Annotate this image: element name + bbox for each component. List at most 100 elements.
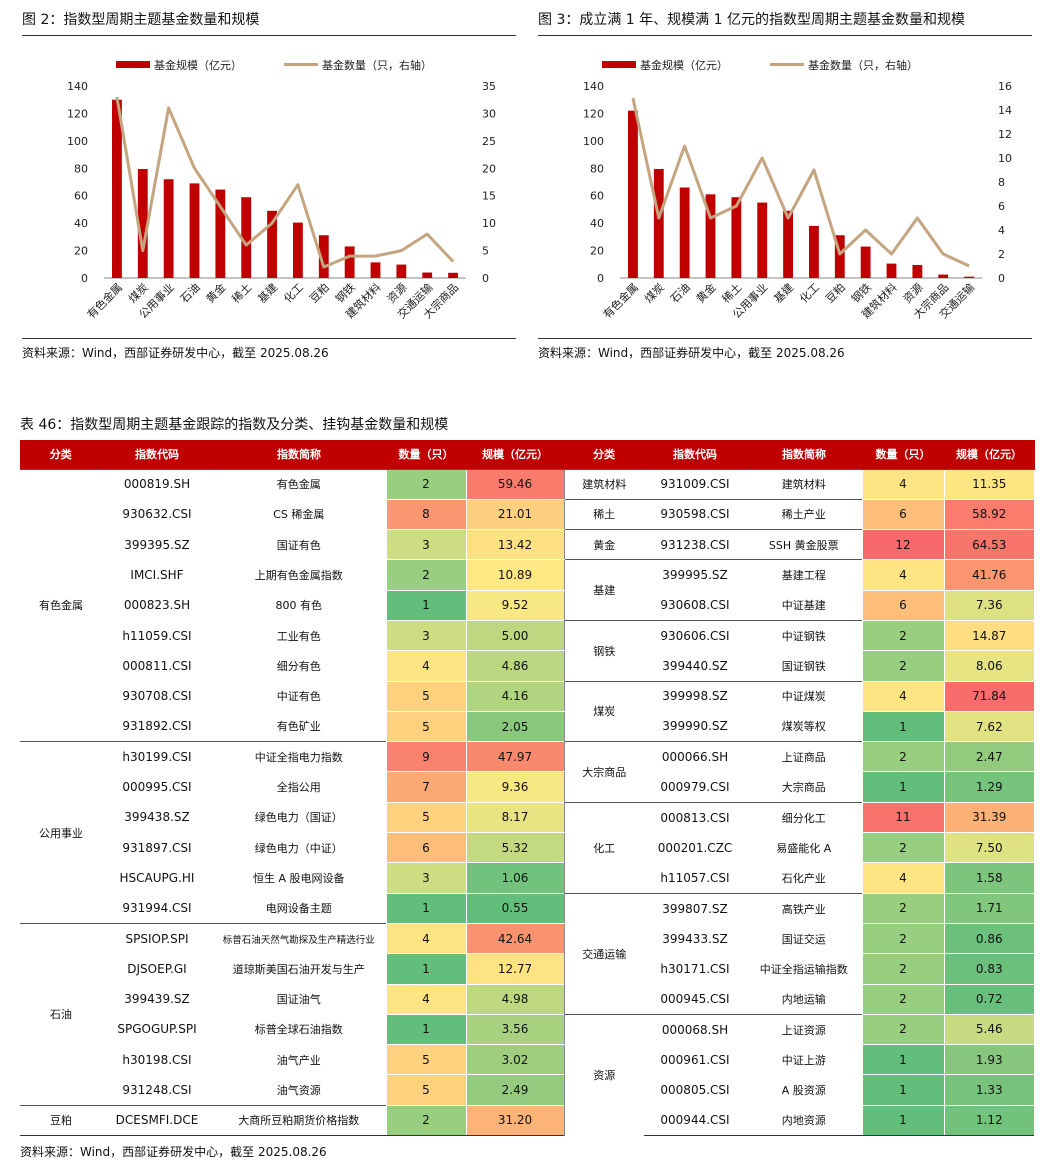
- category-cell: 稀土: [563, 498, 644, 530]
- y-right-tick-label: 15: [482, 190, 496, 203]
- index-name-cell: 高铁产业: [746, 892, 862, 924]
- index-code-cell: 399807.SZ: [644, 892, 746, 924]
- table-row: 豆粕 DCESMFI.DCE 大商所豆粕期货价格指数 2 31.20 000944.CSI…: [20, 1104, 1034, 1137]
- index-code-cell: 000805.CSI: [660, 1083, 730, 1098]
- fund-scale-cell: 5.32: [465, 832, 564, 864]
- bar: [964, 276, 974, 278]
- index-name-cell: 全指公用: [276, 781, 321, 795]
- table-row: 399395.SZ 国证有色 3 13.42 黄金 931238.CSI SSH 黄金股票 1…: [20, 529, 1034, 561]
- index-code-cell: 399439.SZ: [124, 992, 190, 1007]
- fund-count-cell: 1: [861, 1074, 944, 1106]
- fund-count-cell: 2: [861, 741, 944, 773]
- fund-count-cell: 6: [861, 498, 944, 531]
- fund-count-cell: 2: [861, 1013, 944, 1046]
- y-left-tick-label: 100: [583, 135, 604, 148]
- fund-scale-cell: 31.39: [943, 801, 1034, 834]
- bar: [137, 168, 148, 278]
- index-code-cell: 000944.CSI: [644, 1105, 746, 1137]
- index-code-cell: 931994.CSI: [122, 901, 192, 916]
- index-name-cell: 油气资源: [276, 1083, 321, 1097]
- fund-count-cell: 1: [385, 953, 466, 985]
- table-row: 000811.CSI 细分有色 4 4.86 399440.SZ 国证钢铁 2 8.06: [20, 650, 1034, 682]
- table-row: 931994.CSI 电网设备主题 1 0.55 交通运输 399807.SZ 高铁产业 2 1…: [20, 892, 1034, 1015]
- index-code-cell: 399995.SZ: [644, 559, 746, 591]
- fund-count-cell: 5: [385, 1074, 466, 1106]
- category-cell: 建筑材料: [563, 468, 644, 500]
- header-count-left: 数量（只）: [386, 440, 467, 469]
- fund-count-cell: 1: [861, 1044, 944, 1076]
- fund-count-cell: 6: [385, 832, 466, 864]
- index-code-cell: HSCAUPG.HI: [119, 871, 195, 885]
- y-right-tick-label: 30: [482, 107, 496, 120]
- y-left-tick-label: 80: [74, 162, 88, 175]
- bar: [344, 246, 355, 278]
- fund-count-cell: 11: [861, 801, 944, 834]
- x-tick-label: 稀土: [230, 281, 255, 306]
- fund-scale-cell: 3.02: [465, 1044, 564, 1076]
- index-name-cell: 建筑材料: [746, 468, 862, 500]
- index-name-cell: 石化产业: [781, 871, 826, 885]
- fund-scale-cell: 13.42: [465, 529, 564, 561]
- fund-count-cell: 1: [861, 1105, 944, 1137]
- fund-count-cell: 9: [385, 741, 466, 773]
- x-tick-label: 有色金属: [600, 280, 641, 321]
- index-name-cell: 上证商品: [746, 741, 862, 772]
- fund-count-cell: 3: [385, 862, 466, 894]
- bar: [189, 183, 200, 278]
- y-right-tick-label: 35: [482, 80, 496, 93]
- index-name-cell: 道琼斯美国石油开发与生产: [232, 962, 365, 976]
- fund-count-cell: 5: [385, 1044, 466, 1076]
- fund-scale-cell: 10.89: [465, 559, 564, 591]
- index-name-cell: 中证上游: [781, 1053, 826, 1067]
- fund-scale-cell: 0.86: [943, 923, 1034, 955]
- fund-count-cell: 3: [385, 529, 466, 561]
- index-code-cell: 931248.CSI: [122, 1082, 192, 1097]
- x-tick-label: 化工: [281, 280, 306, 305]
- index-code-cell: 930632.CSI: [122, 507, 192, 522]
- fund-count-cell: 4: [385, 922, 466, 955]
- index-code-cell: h11057.CSI: [660, 870, 730, 885]
- y-left-tick-label: 100: [67, 135, 88, 148]
- bar: [628, 110, 638, 278]
- figure-2-chart: 基金规模（亿元） 基金数量（只，右轴） 0 20 40 60 80 100 120 140 0 5 10…: [67, 58, 496, 321]
- table-row: SPGOGUP.SPI 标普全球石油指数 1 3.56 资源 000068.SH 上证资源 2…: [20, 1013, 1034, 1136]
- figure-3-source: 资料来源：Wind，西部证券研发中心，截至 2025.08.26: [538, 338, 1032, 366]
- x-tick-label: 基建: [255, 280, 280, 305]
- index-name-cell: 绿色电力（国证）: [254, 811, 343, 825]
- x-tick-label: 石油: [177, 280, 202, 305]
- fund-scale-cell: 1.58: [943, 862, 1034, 894]
- index-code-cell: DJSOEP.GI: [127, 961, 187, 976]
- fund-scale-cell: 7.36: [943, 590, 1034, 621]
- bar: [241, 197, 252, 278]
- fund-scale-cell: 1.29: [943, 771, 1034, 803]
- fund-scale-cell: 8.06: [943, 650, 1034, 682]
- series-line: [115, 96, 455, 269]
- fund-scale-cell: 12.77: [465, 953, 564, 985]
- y-left-tick-label: 140: [67, 80, 88, 93]
- bar: [653, 168, 664, 278]
- index-name-cell: 中证全指电力指数: [212, 741, 386, 772]
- index-name-cell: 标普全球石油指数: [254, 1023, 343, 1037]
- index-code-cell: 399990.SZ: [662, 719, 728, 734]
- index-code-cell: 931009.CSI: [644, 468, 746, 500]
- table-row: 931897.CSI 绿色电力（中证） 6 5.32 000201.CZC 易盛能化 A 2…: [20, 832, 1034, 864]
- legend-bar-label: 基金规模（亿元）: [640, 58, 728, 72]
- fund-scale-cell: 1.33: [943, 1074, 1034, 1106]
- index-name-cell: 易盛能化 A: [776, 841, 832, 855]
- y-left-tick-label: 120: [583, 107, 604, 120]
- bar: [163, 179, 174, 278]
- table-row: 931892.CSI 有色矿业 5 2.05 399990.SZ 煤炭等权 1 7.62: [20, 711, 1034, 743]
- table-row: 公用事业 h30199.CSI 中证全指电力指数 9 47.97 大宗商品 000066.S…: [20, 741, 1034, 924]
- figure-3-title: 图 3：成立满 1 年、规模满 1 亿元的指数型周期主题基金数量和规模: [538, 6, 1032, 36]
- fund-count-cell: 2: [861, 923, 944, 955]
- index-code-cell: 931892.CSI: [122, 719, 192, 734]
- index-code-cell: 000823.SH: [123, 598, 191, 613]
- figure-3: 图 3：成立满 1 年、规模满 1 亿元的指数型周期主题基金数量和规模 基金规模…: [538, 6, 1032, 366]
- table-row: h30198.CSI 油气产业 5 3.02 000961.CSI 中证上游 1 1.93: [20, 1044, 1034, 1076]
- figure-2-source: 资料来源：Wind，西部证券研发中心，截至 2025.08.26: [22, 338, 516, 366]
- fund-count-cell: 8: [385, 499, 466, 531]
- index-fund-table: 分类 指数代码 指数简称 数量（只） 规模（亿元） 分类 指数代码 指数简称 数…: [20, 440, 1035, 1137]
- figure-2: 图 2：指数型周期主题基金数量和规模 基金规模（亿元） 基金数量（只，右轴） 0 20…: [22, 6, 516, 366]
- y-right-tick-label: 8: [998, 176, 1005, 189]
- table-row: 石油 SPSIOP.SPI 标普石油天然气勘探及生产精选行业 4 42.64 399433…: [20, 922, 1034, 1106]
